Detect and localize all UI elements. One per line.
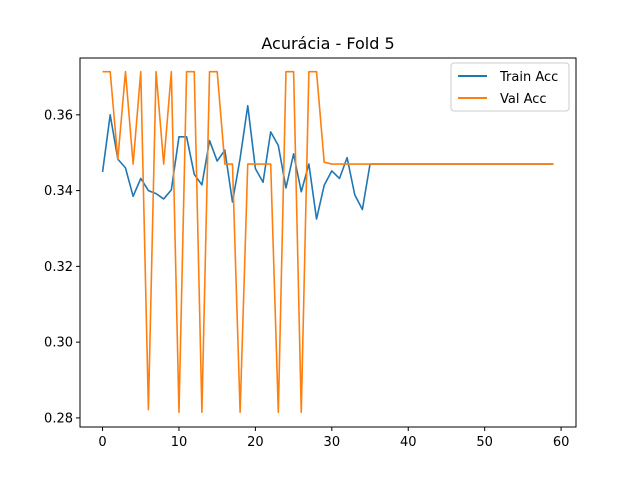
- x-axis-ticks: 0 10 20 30 40 50 60: [98, 427, 569, 450]
- x-tick-label: 20: [247, 435, 264, 450]
- y-axis-ticks: 0.28 0.30 0.32 0.34 0.36: [44, 108, 80, 426]
- legend-label-train-acc: Train Acc: [499, 70, 558, 85]
- y-tick-label: 0.32: [44, 260, 73, 275]
- x-tick-label: 10: [171, 435, 188, 450]
- series-line-val-acc: [102, 70, 554, 414]
- y-tick-label: 0.28: [44, 411, 73, 426]
- x-tick-label: 0: [98, 435, 106, 450]
- chart-title: Acurácia - Fold 5: [261, 34, 394, 53]
- series-lines: [101, 70, 554, 414]
- x-tick-label: 30: [324, 435, 341, 450]
- x-tick-label: 40: [400, 435, 417, 450]
- legend-label-val-acc: Val Acc: [500, 92, 547, 107]
- y-tick-label: 0.34: [44, 184, 73, 199]
- y-tick-label: 0.30: [44, 336, 73, 351]
- x-tick-label: 50: [476, 435, 493, 450]
- legend: Train Acc Val Acc: [450, 62, 570, 112]
- plot-frame: [79, 57, 577, 428]
- x-tick-label: 60: [553, 435, 570, 450]
- y-tick-label: 0.36: [44, 108, 73, 123]
